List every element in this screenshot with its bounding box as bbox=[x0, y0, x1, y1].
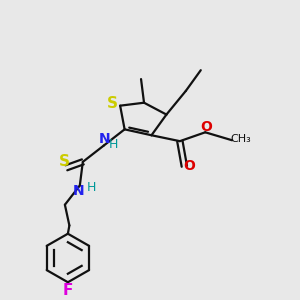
Text: CH₃: CH₃ bbox=[231, 134, 251, 144]
Text: O: O bbox=[200, 120, 212, 134]
Text: N: N bbox=[99, 132, 110, 146]
Text: S: S bbox=[107, 96, 118, 111]
Text: N: N bbox=[73, 184, 85, 198]
Text: S: S bbox=[58, 154, 70, 169]
Text: H: H bbox=[86, 182, 96, 194]
Text: F: F bbox=[63, 283, 73, 298]
Text: H: H bbox=[109, 138, 118, 151]
Text: O: O bbox=[183, 159, 195, 173]
